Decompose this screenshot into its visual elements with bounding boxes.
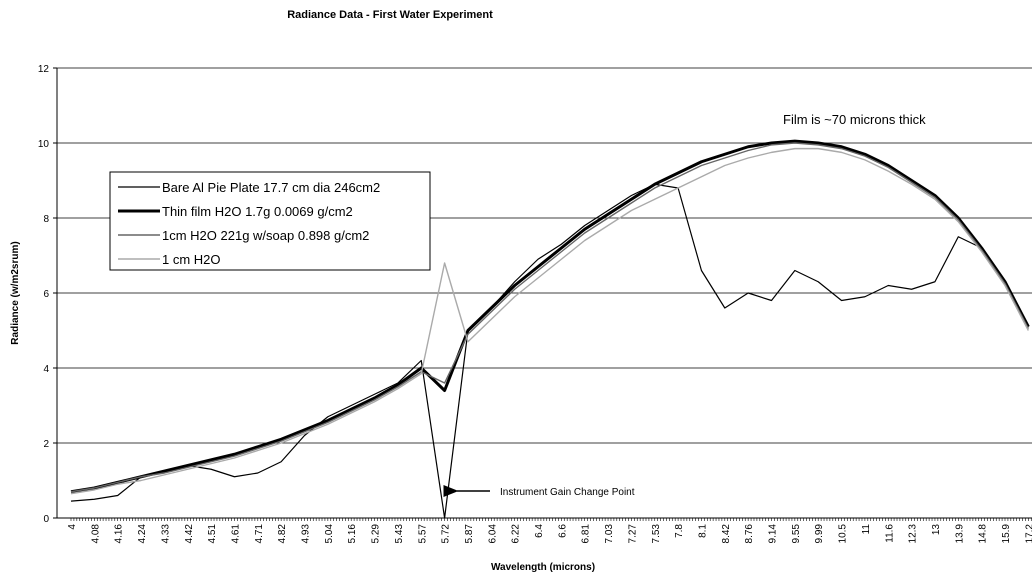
x-tick-label: 14.8 xyxy=(978,524,989,544)
x-tick-label: 4.42 xyxy=(184,524,195,544)
x-tick-label: 5.43 xyxy=(394,524,405,544)
legend-label: Thin film H2O 1.7g 0.0069 g/cm2 xyxy=(162,204,353,219)
x-tick-label: 4.61 xyxy=(230,524,241,544)
x-tick-label: 4.82 xyxy=(277,524,288,544)
x-tick-label: 8.42 xyxy=(721,524,732,544)
x-tick-label: 4.24 xyxy=(137,524,148,544)
x-tick-label: 5.87 xyxy=(464,524,475,544)
legend-box xyxy=(109,171,431,271)
y-tick-label: 6 xyxy=(43,289,49,300)
x-tick-label: 7.27 xyxy=(627,524,638,544)
x-tick-label: 5.57 xyxy=(417,524,428,544)
x-tick-label: 12.3 xyxy=(908,524,919,544)
legend-label: Bare Al Pie Plate 17.7 cm dia 246cm2 xyxy=(162,180,380,195)
chart-title: Radiance Data - First Water Experiment xyxy=(287,9,493,21)
x-tick-label: 13 xyxy=(931,524,942,536)
x-tick-label: 9.99 xyxy=(814,524,825,544)
x-tick-label: 4.71 xyxy=(254,524,265,544)
series-line xyxy=(70,147,1029,495)
legend-label: 1 cm H2O xyxy=(162,252,221,267)
x-tick-label: 5.29 xyxy=(371,524,382,544)
y-tick-label: 8 xyxy=(43,214,49,225)
x-tick-label: 17.2 xyxy=(1024,524,1032,544)
x-tick-label: 4.33 xyxy=(160,524,171,544)
x-tick-label: 7.53 xyxy=(651,524,662,544)
legend-label: 1cm H2O 221g w/soap 0.898 g/cm2 xyxy=(162,228,369,243)
x-tick-label: 6.22 xyxy=(511,524,522,544)
x-tick-label: 6.4 xyxy=(534,524,545,538)
y-tick-label: 2 xyxy=(43,439,49,450)
x-tick-label: 6.04 xyxy=(487,524,498,544)
plot-area: 0 2 4 6 8 10 12 4 4.08 4.16 4.24 4.33 4.42 4.51 4.61 4.… xyxy=(38,64,1032,543)
y-tick-label: 12 xyxy=(38,64,50,75)
x-tick-label: 4 xyxy=(67,524,78,530)
series-line xyxy=(70,142,1029,493)
x-tick-label: 6.6 xyxy=(557,524,568,538)
x-tick-label: 4.93 xyxy=(301,524,312,544)
annotation: Instrument Gain Change Point xyxy=(500,487,635,498)
x-tick-label: 8.1 xyxy=(697,524,708,538)
x-tick-label: 7.8 xyxy=(674,524,685,538)
x-tick-label: 4.16 xyxy=(114,524,125,544)
x-axis-title: Wavelength (microns) xyxy=(491,562,595,573)
legend: Bare Al Pie Plate 17.7 cm dia 246cm2 Thin… xyxy=(109,171,431,271)
x-tick-label: 10.5 xyxy=(838,524,849,544)
x-tick-label: 5.16 xyxy=(347,524,358,544)
x-tick-label: 6.81 xyxy=(581,524,592,544)
x-tick-label: 5.04 xyxy=(324,524,335,544)
series-line xyxy=(70,139,1030,494)
x-tick-label: 7.03 xyxy=(604,524,615,544)
x-tick-label: 11.6 xyxy=(884,524,895,543)
x-tick-label: 8.76 xyxy=(744,524,755,544)
x-tick-label: 4.08 xyxy=(90,524,101,544)
x-tick-label: 4.51 xyxy=(207,524,218,544)
y-tick-label: 10 xyxy=(38,139,50,150)
y-axis-title: Radiance (w/m2srum) xyxy=(10,241,21,344)
x-tick-label: 11 xyxy=(861,524,872,535)
x-tick-label: 9.14 xyxy=(768,524,779,544)
x-tick-label: 9.55 xyxy=(791,524,802,544)
y-tick-label: 4 xyxy=(43,364,49,375)
series-line xyxy=(70,183,1029,519)
x-tick-label: 15.9 xyxy=(1001,524,1012,544)
y-tick-label: 0 xyxy=(43,514,49,525)
annotation: Film is ~70 microns thick xyxy=(783,112,926,127)
x-tick-label: 13.9 xyxy=(954,524,965,544)
x-tick-label: 5.72 xyxy=(441,524,452,544)
